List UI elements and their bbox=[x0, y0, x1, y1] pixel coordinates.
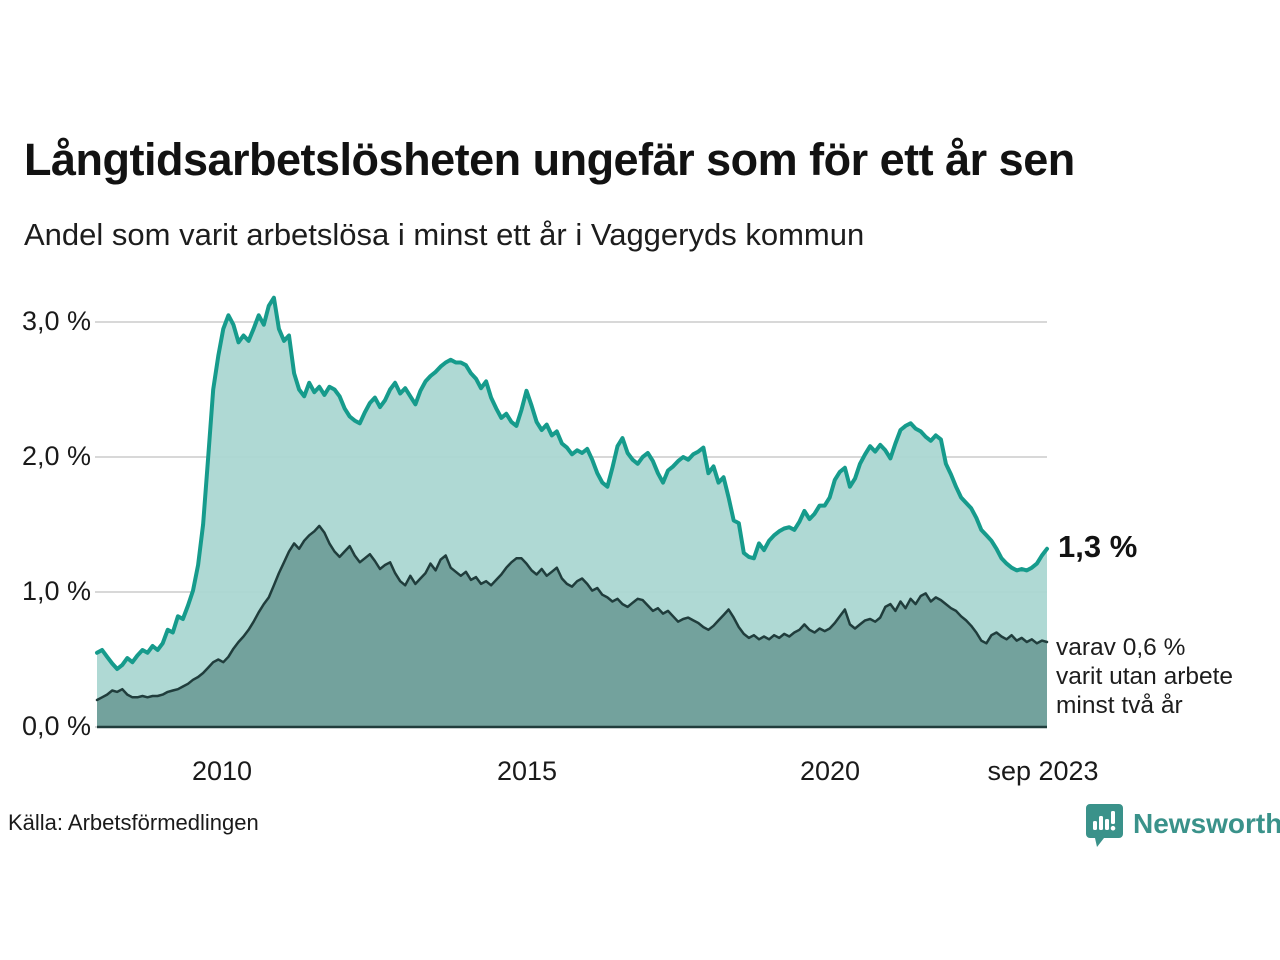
y-axis-tick-0: 0,0 % bbox=[22, 711, 92, 741]
x-axis-tick-2010: 2010 bbox=[191, 756, 253, 786]
newsworthy-logo[interactable]: Newsworthy bbox=[1086, 803, 1280, 849]
y-axis-tick-1: 1,0 % bbox=[22, 576, 92, 606]
secondary-series-label-line1: varav 0,6 % bbox=[1056, 634, 1186, 661]
x-axis-tick-sep-2023: sep 2023 bbox=[987, 756, 1099, 786]
latest-value-label: 1,3 % bbox=[1058, 529, 1138, 564]
secondary-series-label-line2: varit utan arbete bbox=[1056, 663, 1234, 690]
x-axis-tick-2020: 2020 bbox=[799, 756, 861, 786]
y-axis-tick-3: 3,0 % bbox=[22, 306, 92, 336]
source-attribution: Källa: Arbetsförmedlingen bbox=[8, 810, 259, 835]
page-subtitle: Andel som varit arbetslösa i minst ett å… bbox=[24, 217, 865, 252]
x-axis-tick-2015: 2015 bbox=[496, 756, 558, 786]
secondary-series-label: varav 0,6 % varit utan arbete minst två … bbox=[1056, 633, 1233, 720]
secondary-series-label-line3: minst två år bbox=[1056, 692, 1183, 719]
newsworthy-logo-text: Newsworthy bbox=[1133, 808, 1280, 839]
newsworthy-bubble-chart-icon bbox=[1086, 804, 1123, 847]
y-axis-tick-2: 2,0 % bbox=[22, 441, 92, 471]
page-title: Långtidsarbetslösheten ungefär som för e… bbox=[24, 134, 1075, 185]
